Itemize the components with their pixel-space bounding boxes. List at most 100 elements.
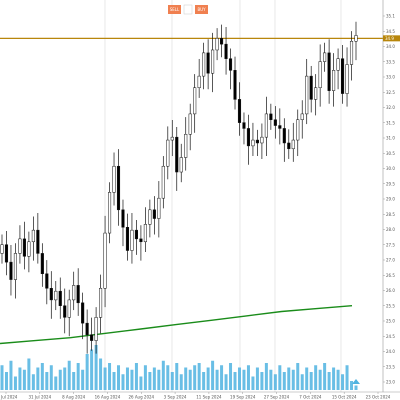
- candle-body: [157, 197, 161, 219]
- volume-bar: [54, 376, 58, 390]
- candle-body: [300, 113, 304, 120]
- volume-bar: [175, 363, 179, 390]
- price-tick-label: 26.0: [386, 288, 395, 293]
- volume-bar: [152, 367, 156, 390]
- volume-bar: [206, 367, 210, 390]
- volume-bar: [211, 360, 215, 390]
- volume-bar: [161, 360, 165, 390]
- volume-bar: [27, 358, 31, 390]
- volume-bar: [345, 365, 349, 390]
- volume-bar: [166, 365, 170, 390]
- candle-body: [31, 229, 35, 243]
- volume-bar: [264, 363, 268, 390]
- volume-bar: [179, 374, 183, 390]
- current-price-tag: [383, 35, 400, 42]
- volume-bar: [72, 372, 76, 390]
- volume-bar: [40, 363, 44, 390]
- candle-body: [314, 87, 318, 100]
- volume-bar: [188, 369, 192, 390]
- volume-bar: [224, 374, 228, 390]
- volume-bar: [197, 363, 201, 390]
- time-tick-label: 31 Jul 2024: [28, 395, 51, 400]
- volume-bar: [314, 365, 318, 390]
- volume-bar: [246, 365, 250, 390]
- price-tick-label: 29.0: [386, 197, 395, 202]
- price-tick-label: 25.0: [386, 319, 395, 324]
- buy-label: BUY: [197, 7, 206, 12]
- candle-body: [327, 52, 331, 91]
- volume-bar: [90, 349, 94, 390]
- volume-bar: [94, 345, 98, 390]
- candle-body: [269, 113, 273, 120]
- candle-body: [94, 317, 98, 341]
- price-tick-label: 27.5: [386, 242, 395, 247]
- volume-bar: [157, 369, 161, 390]
- candle-body: [134, 229, 138, 240]
- grid-lines: [104, 0, 342, 392]
- volume-bar: [108, 363, 112, 390]
- time-tick-label: 15 Oct 2024: [332, 395, 357, 400]
- candle-body: [49, 288, 53, 301]
- moving-average: [0, 305, 353, 345]
- volume-bar: [58, 369, 62, 390]
- candle-body: [40, 253, 44, 274]
- lot-size-field[interactable]: [183, 4, 193, 15]
- candle-body: [287, 142, 291, 150]
- price-tick-label: 33.5: [386, 59, 395, 64]
- current-price-label: 34.9: [385, 36, 394, 41]
- volume-bar: [45, 372, 49, 390]
- sell-button[interactable]: [168, 5, 181, 14]
- candle-body: [349, 41, 354, 65]
- candle-body: [175, 136, 179, 173]
- candle-body: [309, 75, 313, 100]
- candle-body: [116, 165, 121, 211]
- candle-body: [81, 302, 85, 324]
- candle-body: [121, 209, 125, 228]
- candle-body: [103, 232, 107, 289]
- candle-body: [18, 238, 22, 254]
- time-tick-label: 16 Aug 2024: [95, 395, 121, 400]
- volume-bar: [296, 363, 300, 390]
- volume-bar: [85, 354, 89, 390]
- volume-bar: [13, 376, 17, 390]
- volume-bar: [233, 372, 237, 390]
- price-tick-label: 28.0: [386, 227, 395, 232]
- candle-body: [4, 244, 9, 263]
- time-tick-label: 8 Aug 2024: [62, 395, 86, 400]
- volume-bar: [9, 360, 13, 390]
- candle-body: [260, 136, 264, 144]
- volume-bar: [318, 369, 322, 390]
- volume-bar: [49, 365, 53, 390]
- price-tick-label: 32.5: [386, 90, 395, 95]
- volume-bar: [323, 363, 327, 390]
- time-tick-label: 23 Oct 2024: [366, 395, 391, 400]
- volume-bar: [354, 385, 358, 390]
- volume-bar: [184, 367, 188, 390]
- candle-body: [170, 136, 174, 141]
- volume-bar: [148, 372, 152, 390]
- candle-body: [54, 290, 58, 301]
- trade-panel[interactable]: SELL BUY: [168, 4, 208, 15]
- scroll-marker-icon[interactable]: [352, 379, 360, 384]
- price-tick-label: 30.0: [386, 166, 395, 171]
- price-tick-label: 24.0: [386, 349, 395, 354]
- price-tick-label: 28.5: [386, 212, 395, 217]
- candle-body: [179, 157, 183, 173]
- volume-bar: [99, 358, 103, 390]
- volume-bar: [309, 372, 313, 390]
- volume-bar: [278, 365, 282, 390]
- volume-bar: [269, 369, 273, 390]
- candle-body: [0, 244, 4, 254]
- volume-bar: [67, 360, 71, 390]
- candle-body: [233, 70, 237, 100]
- candle-body: [242, 122, 246, 129]
- volume-bar: [242, 369, 246, 390]
- time-tick-label: 11 Sep 2024: [196, 395, 222, 400]
- volume-bar: [255, 367, 259, 390]
- buy-button[interactable]: [195, 5, 208, 14]
- candle-body: [296, 119, 300, 141]
- volume-bar: [22, 369, 26, 390]
- candle-body: [251, 139, 255, 147]
